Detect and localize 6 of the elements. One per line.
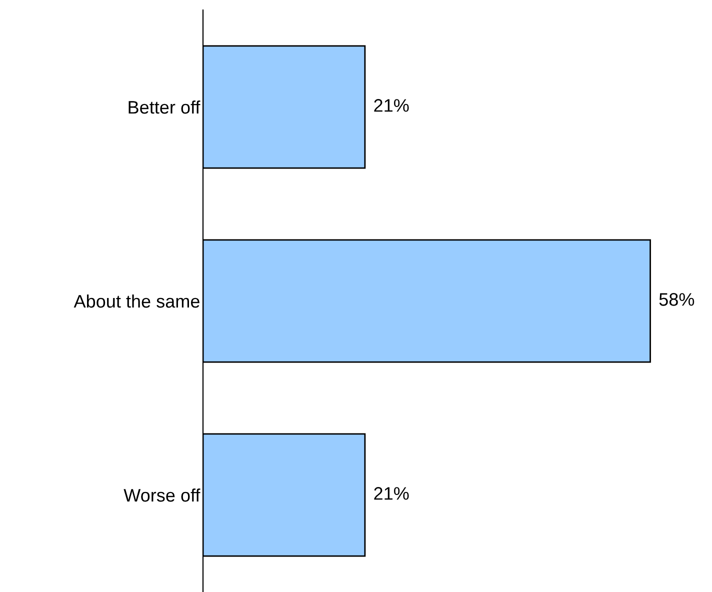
y-tick-label: Better off [128,100,200,114]
y-tick-label: Worse off [124,488,200,502]
y-tick-label: About the same [74,294,200,308]
data-label: 21% [374,487,409,500]
data-label: 58% [659,293,694,306]
data-label: 21% [374,99,409,112]
